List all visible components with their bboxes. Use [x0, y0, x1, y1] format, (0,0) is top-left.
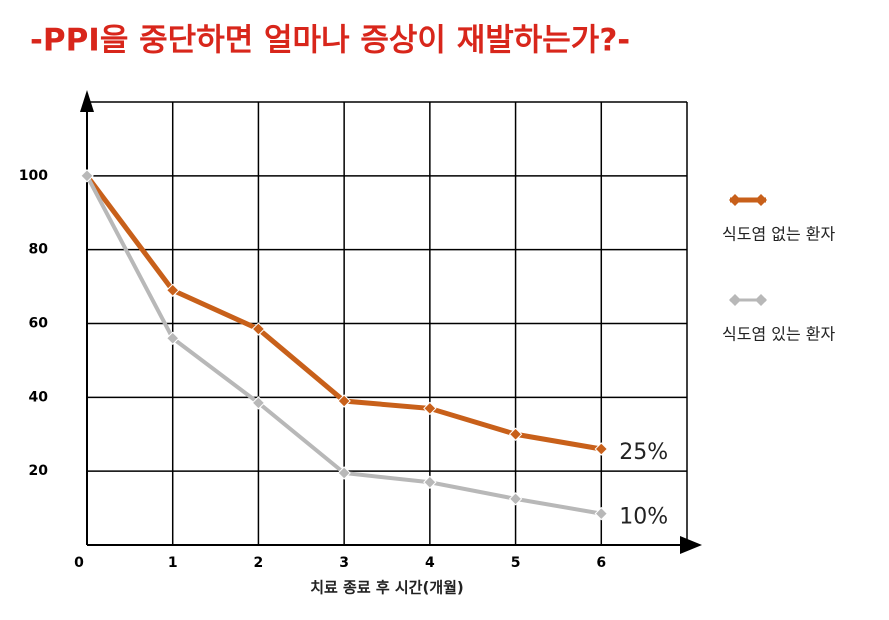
data-point	[337, 466, 351, 480]
y-axis-arrow	[80, 90, 94, 112]
x-tick-label: 4	[425, 555, 435, 571]
legend-label: 식도염 없는 환자	[722, 225, 835, 244]
data-point	[166, 331, 180, 345]
x-tick-label: 1	[168, 555, 178, 571]
data-point	[594, 442, 608, 456]
y-tick-label: 60	[29, 316, 49, 332]
data-point	[594, 506, 608, 521]
x-axis-label: 치료 종료 후 시간(개월)	[310, 579, 464, 597]
y-tick-label: 100	[19, 168, 48, 184]
x-axis-arrow	[680, 536, 702, 554]
legend-marker	[755, 294, 767, 306]
data-point	[508, 427, 523, 441]
x-tick-label: 6	[596, 555, 606, 571]
y-tick-label: 20	[29, 463, 49, 479]
data-point	[337, 394, 351, 408]
data-point	[423, 475, 437, 489]
x-tick-label: 5	[511, 555, 521, 571]
annotation: 25%	[619, 440, 668, 465]
data-point	[80, 169, 94, 183]
y-tick-label: 40	[29, 389, 49, 405]
chart-title: -PPI을 중단하면 얼마나 증상이 재발하는가?-	[30, 23, 630, 59]
x-tick-label: 0	[74, 555, 84, 571]
data-point	[508, 492, 523, 506]
data-point	[251, 396, 266, 410]
data-point	[166, 283, 180, 297]
data-point	[423, 401, 437, 416]
y-tick-label: 80	[29, 242, 49, 258]
x-tick-label: 3	[339, 555, 349, 571]
annotation: 10%	[619, 505, 668, 530]
x-tick-label: 2	[254, 555, 264, 571]
legend-marker	[755, 194, 767, 206]
legend-label: 식도염 있는 환자	[722, 325, 835, 344]
legend-marker	[729, 294, 741, 306]
data-point	[251, 322, 266, 336]
legend-marker	[729, 194, 741, 206]
